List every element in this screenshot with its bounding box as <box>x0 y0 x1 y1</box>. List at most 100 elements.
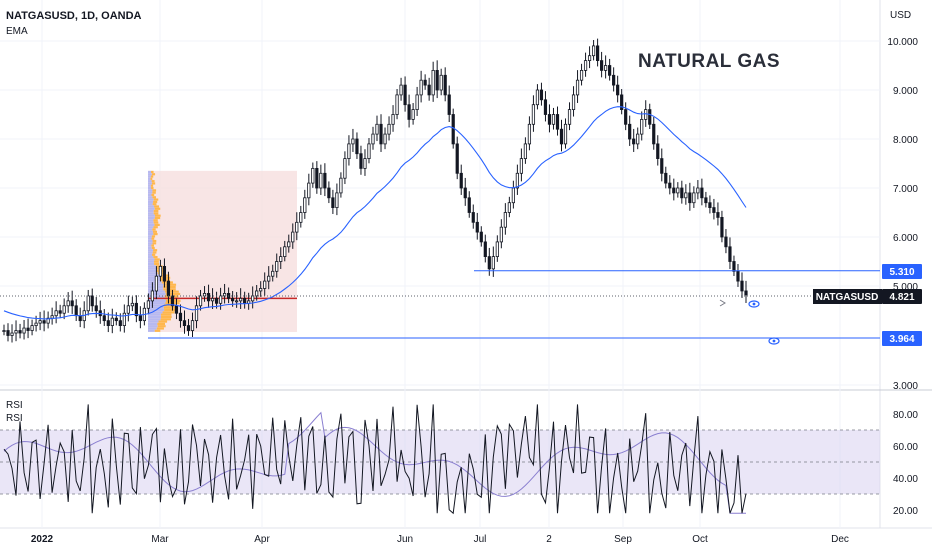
volume-profile-bar <box>148 315 162 319</box>
volume-profile-bar <box>157 325 166 328</box>
volume-profile-bar <box>153 256 158 259</box>
ema-path <box>3 106 747 320</box>
volume-profile-bar <box>151 246 155 250</box>
volume-profile-bar <box>152 230 157 233</box>
rsi-tick-label: 60.00 <box>893 442 918 453</box>
volume-profile-bar <box>148 246 152 250</box>
candle-body <box>471 212 475 223</box>
candle-body <box>335 192 339 208</box>
volume-profile-bar <box>151 235 156 238</box>
volume-profile-bar <box>153 221 159 224</box>
volume-profile-bar <box>154 329 161 332</box>
volume-profile-bar <box>156 327 164 330</box>
candle-body <box>724 236 728 248</box>
volume-profile-bar <box>154 207 161 210</box>
candle-body <box>130 302 134 307</box>
candle-body <box>190 320 195 331</box>
candle-body <box>684 192 688 199</box>
volume-profile-bar <box>163 304 177 307</box>
candle-body <box>331 197 335 209</box>
candle-body <box>728 246 732 262</box>
volume-profile-bar <box>148 196 153 199</box>
price-tick-label: 3.000 <box>893 381 918 392</box>
volume-profile-bar <box>151 170 154 174</box>
volume-profile-bar <box>162 311 175 314</box>
volume-profile-bar <box>148 223 155 226</box>
volume-profile-bar <box>153 212 159 215</box>
ema-line <box>3 106 747 320</box>
candle-body <box>303 197 307 213</box>
candle-body <box>487 256 491 270</box>
candle-body <box>411 109 415 120</box>
candle-body <box>42 320 46 324</box>
volume-profile-bar <box>150 175 154 178</box>
candle-body <box>222 293 227 297</box>
candle-body <box>371 133 375 145</box>
price-tick-label: 9.000 <box>893 86 918 97</box>
volume-profile-bar <box>150 184 154 187</box>
candle-body <box>218 295 223 304</box>
natural-gas-annotation[interactable]: NATURAL GAS <box>638 51 780 72</box>
ema-indicator-label[interactable]: EMA <box>6 26 28 37</box>
candle-body <box>198 295 203 307</box>
candle-body <box>708 202 712 208</box>
volume-profile-bar <box>148 327 157 330</box>
candle-body <box>311 167 315 184</box>
candle-body <box>736 270 740 282</box>
support-badge-value: 3.964 <box>889 334 914 345</box>
candle-body <box>122 312 126 327</box>
volume-profile-bar <box>152 189 157 192</box>
candle-body <box>50 315 54 319</box>
candle-body <box>535 89 540 106</box>
candle-body <box>58 310 62 314</box>
price-tick-label: 8.000 <box>893 135 918 146</box>
candle-body <box>90 295 94 307</box>
candle-body <box>419 79 423 96</box>
candle-body <box>367 143 371 159</box>
volume-profile-bar <box>153 200 158 203</box>
rsi-label-2[interactable]: RSI <box>6 413 23 424</box>
candle-body <box>94 305 98 312</box>
volume-profile-bar <box>148 251 153 254</box>
rsi-fast-line <box>3 404 747 515</box>
candle-body <box>54 310 58 317</box>
candle-body <box>519 158 523 174</box>
candle-body <box>287 241 291 248</box>
volume-profile-bar <box>154 258 160 261</box>
candle-body <box>30 325 34 331</box>
volume-profile-bar <box>153 226 158 229</box>
volume-profile-bar <box>153 209 159 213</box>
symbol-title[interactable]: NATGASUSD, 1D, OANDA <box>6 10 142 22</box>
symbol-price-badge: NATGASUSD 4.821 <box>813 289 922 304</box>
candle-body <box>186 325 191 331</box>
candle-body <box>608 65 612 76</box>
candle-body <box>704 197 708 204</box>
candle-body <box>539 89 544 101</box>
price-tick-label: 10.000 <box>887 37 918 48</box>
support-badge: 3.964 <box>882 331 922 346</box>
candle-body <box>559 128 564 145</box>
candle-body <box>455 143 459 174</box>
candle-body <box>178 312 183 322</box>
candle-body <box>86 295 90 312</box>
alert-eye-icon[interactable] <box>768 337 780 345</box>
rsi-label-1[interactable]: RSI <box>6 400 23 411</box>
candle-body <box>70 300 74 307</box>
candle-body <box>676 187 680 194</box>
volume-profile-bar <box>148 276 161 279</box>
time-axis: 2022 Mar Apr Jun Jul 2 Sep Oct Dec <box>31 534 849 545</box>
candle-body <box>491 256 495 270</box>
candle-body <box>375 123 379 135</box>
volume-profile-bar <box>158 320 168 323</box>
candle-body <box>327 187 331 199</box>
candle-body <box>46 317 50 324</box>
candle-body <box>583 60 588 71</box>
alert-eye-icon[interactable] <box>748 300 760 308</box>
volume-profile-bar <box>148 244 152 247</box>
volume-profile-bar <box>153 219 158 222</box>
volume-profile-bar <box>148 235 152 238</box>
candle-body <box>339 177 343 194</box>
volume-profile-bar <box>148 193 152 197</box>
candle-body <box>423 79 427 86</box>
